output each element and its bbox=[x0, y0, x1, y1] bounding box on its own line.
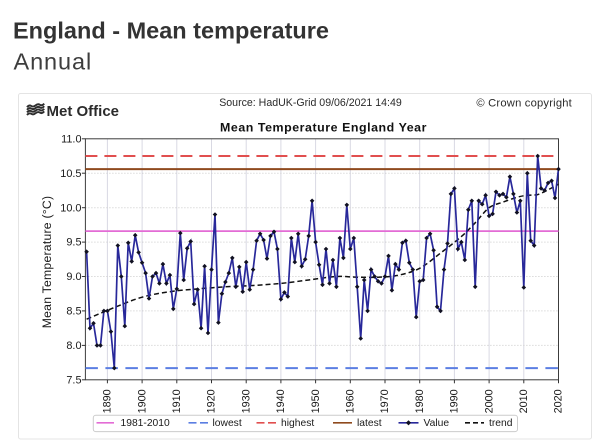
svg-text:2020: 2020 bbox=[553, 389, 565, 413]
svg-text:10.5: 10.5 bbox=[60, 168, 81, 180]
svg-text:lowest: lowest bbox=[213, 418, 242, 429]
svg-text:1890: 1890 bbox=[102, 389, 114, 413]
svg-text:trend: trend bbox=[489, 418, 513, 429]
svg-text:9.0: 9.0 bbox=[66, 271, 81, 283]
svg-text:2010: 2010 bbox=[518, 389, 530, 413]
svg-text:9.5: 9.5 bbox=[66, 237, 81, 249]
svg-text:7.5: 7.5 bbox=[66, 374, 81, 386]
svg-text:2000: 2000 bbox=[483, 389, 495, 413]
svg-text:11.0: 11.0 bbox=[61, 133, 81, 145]
svg-text:1910: 1910 bbox=[171, 389, 183, 413]
svg-text:8.0: 8.0 bbox=[66, 340, 81, 352]
svg-text:1930: 1930 bbox=[240, 389, 252, 413]
svg-text:England - Mean temperature: England - Mean temperature bbox=[13, 18, 329, 44]
svg-text:8.5: 8.5 bbox=[66, 306, 81, 318]
svg-text:Mean Temperature (°C): Mean Temperature (°C) bbox=[40, 196, 54, 329]
svg-text:highest: highest bbox=[281, 418, 314, 429]
svg-text:10.0: 10.0 bbox=[60, 202, 81, 214]
svg-text:Met Office: Met Office bbox=[47, 103, 120, 120]
svg-text:1960: 1960 bbox=[345, 389, 357, 413]
svg-text:Source: HadUK-Grid 09/06/2021: Source: HadUK-Grid 09/06/2021 14:49 bbox=[219, 97, 402, 109]
svg-text:1981-2010: 1981-2010 bbox=[121, 418, 171, 429]
svg-text:Annual: Annual bbox=[14, 49, 93, 75]
svg-text:Value: Value bbox=[424, 418, 450, 429]
svg-text:1970: 1970 bbox=[379, 389, 391, 413]
svg-text:© Crown copyright: © Crown copyright bbox=[476, 98, 572, 110]
svg-text:1940: 1940 bbox=[275, 389, 287, 413]
svg-text:latest: latest bbox=[357, 418, 382, 429]
svg-text:1950: 1950 bbox=[310, 389, 322, 413]
svg-text:Mean Temperature England Year: Mean Temperature England Year bbox=[220, 121, 427, 135]
svg-text:1920: 1920 bbox=[206, 389, 218, 413]
svg-text:1990: 1990 bbox=[449, 389, 461, 413]
svg-text:1900: 1900 bbox=[136, 389, 148, 413]
svg-text:1980: 1980 bbox=[414, 389, 426, 413]
